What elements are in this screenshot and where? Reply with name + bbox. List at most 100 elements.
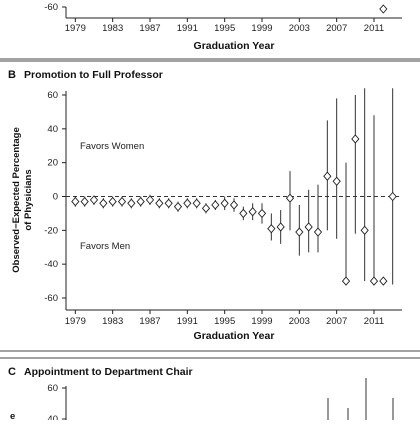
panel-b-point-marker (341, 276, 351, 286)
panel-b-point-marker (71, 196, 80, 207)
panel-b-point-marker (295, 227, 304, 237)
panel-c-letter: C (8, 366, 16, 378)
panel-b-ytick-label: -40 (44, 259, 58, 270)
panel-b-data-point (229, 198, 239, 212)
panel-b-data-point (71, 196, 80, 207)
panel-b-point-marker (173, 201, 183, 212)
panel-b-point-marker (183, 198, 192, 208)
panel-b-x-axis-title: Graduation Year (194, 330, 275, 342)
panel-b-data-point (239, 206, 248, 221)
panel-b-ytick-label: 40 (47, 124, 58, 135)
panel-b-point-marker (136, 196, 145, 207)
panel-b-data-point (267, 213, 276, 241)
panel-b-y-ticks: -60 -40 -20 0 20 40 60 (44, 90, 66, 304)
panel-b-data-point (211, 199, 220, 211)
panel-b-point-marker (201, 203, 211, 214)
panel-c-ytick-label-40: 40 (47, 414, 58, 420)
panel-b-point-marker (332, 176, 341, 186)
panel-b-point-marker (155, 198, 164, 208)
panel-b-data-point (304, 189, 313, 253)
panel-b-data-point (145, 194, 155, 205)
panel-b-point-marker (127, 198, 136, 208)
panel-b-data-point (164, 198, 173, 209)
panel-b-ytick-label: 0 (53, 192, 58, 203)
panel-a-xtick-label: 2003 (289, 23, 310, 34)
panel-b-data-point (276, 210, 285, 244)
panel-b-data-point (201, 203, 211, 214)
panel-b-data-point (127, 198, 136, 209)
panel-b-xtick-label: 1991 (177, 316, 198, 327)
panel-b-data-point (248, 203, 257, 221)
panel-b-data-point (108, 196, 117, 207)
panel-b-data-point (332, 98, 341, 239)
panel-b-point-marker (276, 222, 285, 232)
panel-a-xtick-label: 1995 (214, 23, 235, 34)
panel-c-title: Appointment to Department Chair (24, 366, 193, 378)
panel-b-points (71, 88, 397, 286)
panel-b-data-point (99, 198, 108, 209)
panel-b-data-point (117, 196, 127, 207)
panel-a-point (379, 4, 388, 14)
panel-c-frame (0, 357, 420, 359)
panel-b-data-point (192, 198, 201, 209)
panel-a-xtick-label: 1983 (102, 23, 123, 34)
panel-b-data-point (285, 171, 295, 231)
panel-a-data-point (379, 4, 388, 14)
panel-a-xtick-label: 2007 (326, 23, 347, 34)
panel-b-data-point (155, 198, 164, 209)
panel-b-point-marker (369, 276, 379, 286)
panel-b-point-marker (248, 207, 257, 217)
panel-b-point-marker (360, 225, 369, 236)
panel-b-ytick-label: -20 (44, 225, 58, 236)
panel-b-data-point (388, 88, 397, 285)
panel-a-xtick-label: 2011 (364, 23, 384, 34)
panel-a-xtick-label: 1987 (139, 23, 160, 34)
panel-b-data-point (220, 196, 229, 211)
panel-a-frame (0, 58, 420, 60)
panel-a-xtick-label: 1999 (251, 23, 272, 34)
panel-b-point-marker (117, 196, 127, 207)
panel-b-point-marker (323, 171, 332, 181)
panel-b-point-marker (257, 208, 267, 219)
panel-b-y-axis-title-line1: Observed−Expected Percentage (11, 127, 22, 272)
panel-b-data-point (183, 198, 192, 209)
panel-a-xtick-label: 1979 (65, 23, 86, 34)
panel-b-y-axis-title: Observed−Expected Percentage of Physicia… (11, 127, 34, 272)
favors-men-label: Favors Men (80, 241, 130, 252)
panel-b-data-point (80, 196, 89, 207)
panel-b-x-ticks: 1979 1983 1987 1991 1995 1999 2003 2007 2011 (65, 310, 384, 327)
panel-b-letter: B (8, 69, 16, 81)
panel-b-point-marker (89, 195, 99, 205)
panel-b-xtick-label: 2011 (364, 316, 384, 327)
panel-b-xtick-label: 1999 (251, 316, 272, 327)
panel-b-point-marker (108, 196, 117, 207)
panel-b-title: Promotion to Full Professor (24, 69, 163, 81)
panel-b-xtick-label: 1987 (139, 316, 160, 327)
panel-b-ytick-label: -60 (44, 293, 58, 304)
panel-a-xtick-label: 1991 (177, 23, 198, 34)
panel-b-data-point (313, 184, 323, 253)
panel-b-point-marker (229, 200, 239, 210)
panel-b-point-marker (304, 222, 313, 232)
panel-b-point-marker (379, 276, 388, 286)
panel-b-y-axis-title-line2: of Physicians (23, 169, 34, 230)
panel-b-xtick-label: 1983 (102, 316, 123, 327)
panel-b-data-point (341, 162, 351, 286)
panel-a-ytick-label: -60 (44, 2, 58, 13)
panel-b-point-marker (192, 198, 201, 208)
panel-b-point-marker (351, 134, 360, 144)
panel-b-point-marker (313, 227, 323, 237)
panel-b-point-marker (211, 200, 220, 210)
panel-b-data-point (379, 276, 388, 286)
panel-b-data-point (136, 196, 145, 207)
panel-b-point-marker (388, 191, 397, 202)
panel-b-point-marker (285, 193, 295, 203)
panel-b-point-marker (99, 198, 108, 208)
panel-a-x-ticks: 1979 1983 1987 1991 1995 1999 2003 2007 2011 (65, 18, 384, 34)
panel-b-data-point (323, 120, 332, 231)
panel-b: B Promotion to Full Professor Observed−E… (0, 60, 420, 352)
panel-c-ytick-label-60: 60 (47, 383, 58, 394)
panel-b-xtick-label: 1995 (214, 316, 235, 327)
